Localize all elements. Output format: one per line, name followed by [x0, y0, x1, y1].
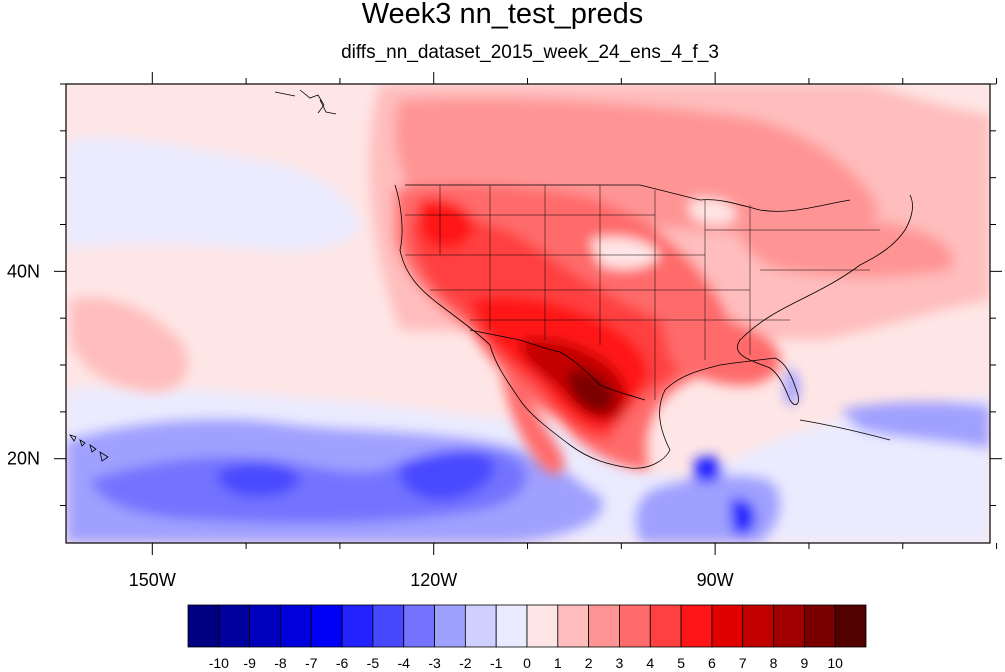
colorbar-swatch	[280, 604, 312, 648]
colorbar-swatch	[249, 604, 281, 648]
colorbar-swatch	[341, 604, 374, 648]
colorbar-label: -2	[459, 655, 472, 671]
colorbar-swatch	[680, 604, 713, 648]
colorbar-label: 9	[800, 655, 808, 671]
north-america-coast	[394, 184, 913, 469]
map-subtitle: diffs_nn_dataset_2015_week_24_ens_4_f_3	[341, 42, 719, 63]
midwest-pale	[590, 236, 660, 269]
map-title: Week3 nn_test_preds	[361, 0, 644, 30]
colorbar-swatch	[526, 604, 559, 648]
colorbar-label: -3	[428, 655, 441, 671]
northeast-warm	[739, 214, 953, 278]
colorbar-swatch	[434, 604, 466, 648]
cuba-outline	[799, 419, 891, 441]
state-lines	[405, 185, 880, 400]
colorbar-label: 2	[585, 655, 593, 671]
colorbar-label: 1	[554, 655, 562, 671]
colorbar-swatch	[619, 604, 651, 648]
axis-tick-labels: 150W 120W 90W 40N 20N	[7, 261, 734, 590]
colorbar-label: -4	[398, 655, 411, 671]
colorbar-swatch	[742, 604, 774, 648]
colorbar-label: 5	[677, 655, 685, 671]
hawaii-islands	[69, 434, 109, 462]
colorbar-swatch	[187, 604, 220, 648]
colorbar-label: 3	[616, 655, 624, 671]
pacific-dark-blob	[399, 450, 495, 501]
colorbar-swatch	[588, 604, 620, 648]
colorbar-label: 8	[770, 655, 778, 671]
y-tick-label: 40N	[7, 261, 40, 281]
northplains-pale	[690, 198, 736, 225]
colorbar-label: 0	[523, 655, 531, 671]
southeast-warm	[660, 309, 781, 386]
colorbar-swatch	[803, 604, 836, 648]
colorbar-label: 7	[739, 655, 747, 671]
pacific-dark-blob-2	[217, 463, 300, 498]
colorbar-label: 10	[827, 655, 843, 671]
canadian-islands	[274, 89, 337, 115]
colorbar: -10 -9 -8 -7 -6 -5 -4 -3 -2 -1 0 1 2 3 4 5 6 7 8 9 10	[187, 604, 867, 671]
colorbar-swatch	[649, 604, 682, 648]
texas-peak	[568, 369, 615, 413]
us-mexico-border	[469, 329, 646, 401]
colorbar-label: -6	[336, 655, 349, 671]
oregon-core	[417, 198, 475, 249]
baja-warm	[500, 360, 565, 474]
colorbar-label: -9	[243, 655, 256, 671]
y-tick-label: 20N	[7, 449, 40, 469]
colorbar-label: -5	[367, 655, 380, 671]
x-tick-label: 150W	[129, 570, 176, 590]
axis-ticks	[54, 72, 1002, 555]
honduras-blue	[730, 498, 756, 535]
colorbar-swatch	[464, 604, 497, 648]
warm-anomaly-layer	[70, 84, 990, 474]
colorbar-swatch	[495, 604, 528, 648]
colorbar-label: 6	[708, 655, 716, 671]
plot-area	[66, 84, 990, 543]
pacific-nw-cool	[66, 137, 360, 252]
pacific-pink	[70, 297, 189, 393]
colorbar-label: -7	[305, 655, 318, 671]
cool-anomaly-layer	[66, 137, 990, 543]
atlantic-blue	[840, 401, 990, 450]
central-america-blue	[693, 456, 723, 483]
colorbar-label: -1	[490, 655, 503, 671]
us-canada-border	[405, 184, 851, 212]
colorbar-swatch	[834, 604, 867, 648]
colorbar-swatch	[403, 604, 435, 648]
colorbar-label: -8	[274, 655, 287, 671]
colorbar-swatch	[372, 604, 405, 648]
colorbar-label: -10	[209, 655, 229, 671]
colorbar-swatch	[773, 604, 805, 648]
colorbar-swatch	[310, 604, 343, 648]
x-tick-label: 120W	[410, 570, 457, 590]
colorbar-swatch	[218, 604, 251, 648]
colorbar-swatch	[711, 604, 744, 648]
colorbar-label: 4	[646, 655, 654, 671]
colorbar-swatch	[557, 604, 590, 648]
x-tick-label: 90W	[697, 570, 734, 590]
coastline-layer	[69, 89, 913, 469]
